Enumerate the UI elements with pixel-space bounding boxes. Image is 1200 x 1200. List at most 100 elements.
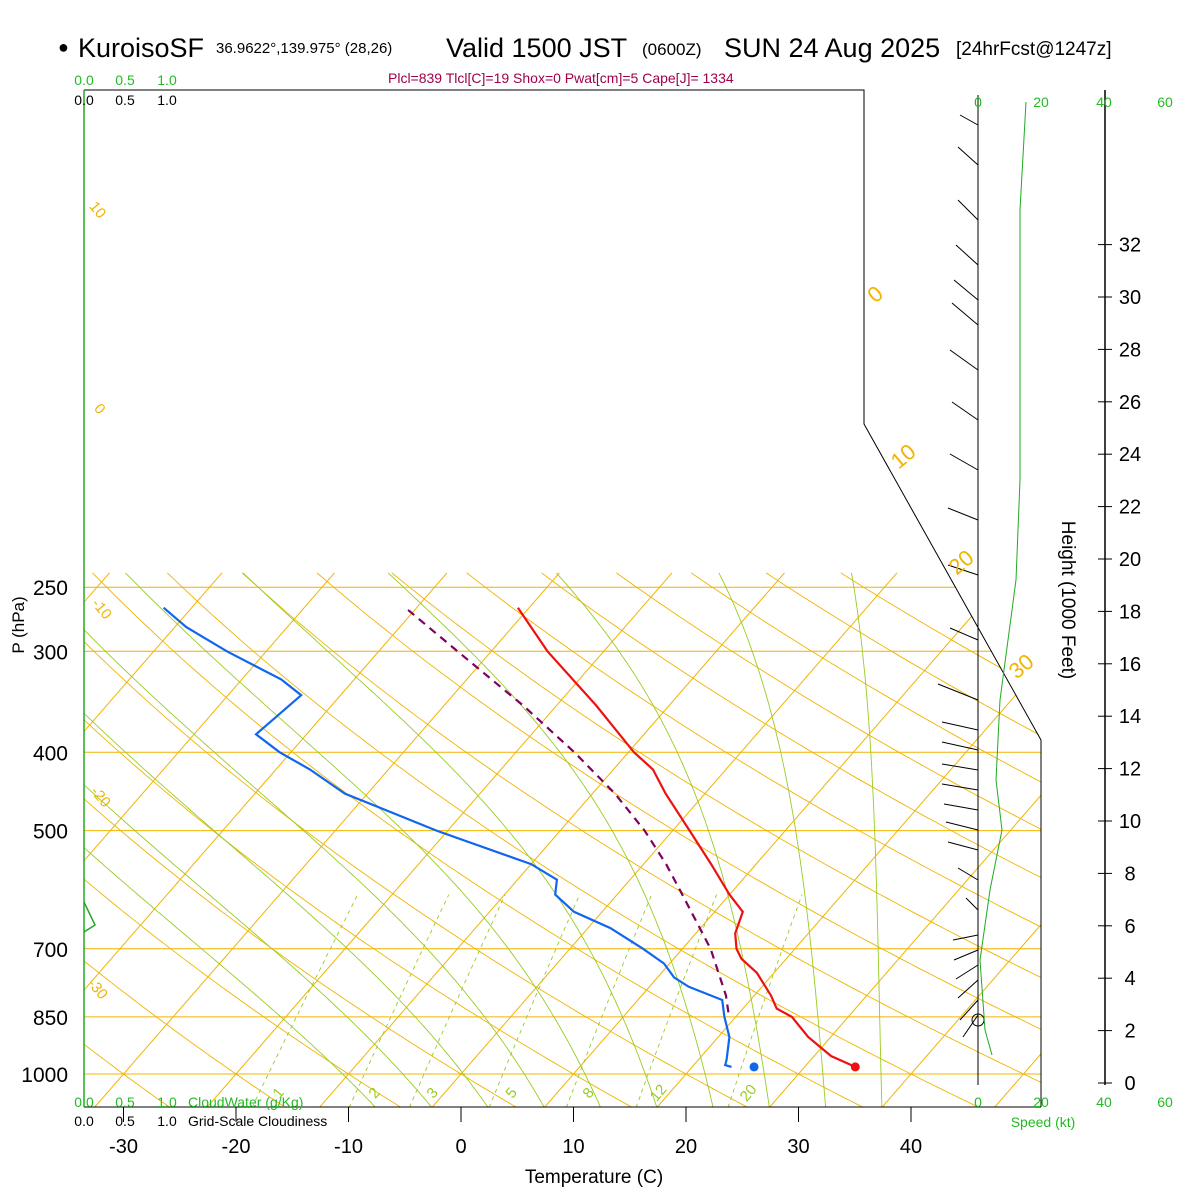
wind-barb	[947, 564, 979, 576]
forecast-info: [24hrFcst@1247z]	[956, 39, 1112, 60]
pressure-axis-title: P (hPa)	[9, 596, 28, 653]
isotherm-line	[94, 572, 560, 1107]
speed-scale-bottom: 20	[1033, 1094, 1049, 1110]
dry-adiabat-line	[391, 572, 1041, 1107]
wind-barb	[953, 279, 979, 301]
isotherm-line	[206, 572, 673, 1107]
dry-adiabat-line	[541, 572, 1041, 1107]
isotherm-label: 20	[944, 545, 979, 580]
height-axis-title: Height (1000 Feet)	[1057, 521, 1078, 679]
dry-adiabat-line	[316, 572, 1041, 1107]
dry-adiabat-label: 0	[90, 400, 108, 417]
temperature-tick-label: -10	[334, 1136, 363, 1158]
dry-adiabat-line	[166, 572, 980, 1107]
height-tick-label: 22	[1119, 497, 1141, 519]
dry-adiabat-line	[84, 572, 517, 1107]
cloud-scale-bottom-green: 0.5	[115, 1094, 135, 1110]
isotherm-line	[84, 572, 223, 1107]
moist-adiabat-line	[84, 572, 433, 1107]
mixing-ratio-line	[727, 894, 803, 1107]
height-tick-label: 0	[1124, 1073, 1135, 1095]
wind-barb	[959, 999, 979, 1021]
valid-date: SUN 24 Aug 2025	[724, 33, 941, 63]
plot-border	[84, 89, 1042, 1107]
surface-temperature-point	[850, 1062, 860, 1072]
height-tick-label: 20	[1119, 549, 1141, 571]
cloud-scale-top-black: 0.5	[115, 92, 135, 108]
isotherm-label: 10	[886, 439, 921, 474]
wind-barb	[941, 763, 979, 771]
wind-barb	[951, 302, 979, 326]
pressure-label: 500	[33, 821, 68, 844]
moist-adiabat-line	[387, 572, 714, 1107]
moist-adiabat-line	[851, 572, 883, 1107]
wind-barb	[941, 741, 979, 751]
pressure-label: 400	[33, 742, 68, 765]
wind-barb	[949, 349, 979, 371]
moist-adiabat-line	[84, 572, 489, 1107]
height-tick-label: 28	[1119, 339, 1141, 361]
background-lines	[84, 572, 1041, 1107]
moist-adiabat-line	[125, 572, 602, 1107]
cloud-scale-top-black: 0.0	[74, 92, 94, 108]
speed-scale-bottom: 0	[974, 1094, 982, 1110]
height-tick-label: 18	[1119, 601, 1141, 623]
dry-adiabat-label: -10	[88, 595, 115, 623]
dry-adiabat-line	[92, 572, 864, 1107]
mixing-ratio-line	[408, 894, 506, 1107]
wind-barb	[957, 146, 979, 166]
dry-adiabat-line	[466, 572, 1041, 1107]
wind-barb	[951, 401, 979, 421]
speed-scale-top: 0	[974, 94, 982, 110]
wind-barb	[949, 627, 979, 641]
temperature-line	[516, 607, 856, 1068]
wind-barb	[957, 867, 979, 881]
isotherm-line	[319, 572, 785, 1107]
wind-barb	[965, 897, 979, 911]
sounding-profiles	[162, 606, 860, 1072]
height-tick-label: 6	[1124, 916, 1135, 938]
wind-barb	[945, 821, 979, 831]
title-bullet-icon: ●	[58, 37, 69, 57]
moist-adiabat-line	[84, 572, 545, 1107]
isotherm-line	[656, 572, 1041, 1107]
wind-barb	[941, 721, 979, 731]
isotherm-line	[881, 572, 1041, 1107]
pressure-label: 850	[33, 1007, 68, 1030]
dry-adiabat-line	[241, 572, 1041, 1107]
wind-speed-profile	[979, 101, 1027, 1056]
speed-scale-bottom: 40	[1096, 1094, 1112, 1110]
height-tick-label: 8	[1124, 863, 1135, 885]
dry-adiabat-label: -20	[87, 783, 114, 811]
height-tick-label: 26	[1119, 392, 1141, 414]
wind-barb	[949, 453, 979, 471]
temperature-tick-label: 30	[787, 1136, 809, 1158]
wind-barb	[941, 783, 979, 791]
temperature-tick-label: 40	[900, 1136, 922, 1158]
height-tick-label: 10	[1119, 811, 1141, 833]
wind-barb	[957, 199, 979, 221]
cloud-scale-bottom-black: 1.0	[157, 1113, 177, 1129]
wind-barb	[947, 841, 979, 851]
mixing-ratio-line	[635, 894, 718, 1107]
wind-barb	[957, 979, 979, 999]
wind-barb	[937, 683, 979, 701]
isotherm-line	[431, 572, 898, 1107]
mixing-ratio-label: 12	[647, 1081, 671, 1105]
dry-adiabat-line	[690, 572, 1041, 1107]
dry-adiabat-label: 10	[86, 198, 110, 222]
cloud-scale-top-black: 1.0	[157, 92, 177, 108]
cloud-scale-bottom-black: 0.0	[74, 1113, 94, 1129]
moist-adiabat-line	[718, 572, 827, 1107]
speed-scale-top: 40	[1096, 94, 1112, 110]
temperature-tick-label: -20	[222, 1136, 251, 1158]
speed-axis-title: Speed (kt)	[1011, 1114, 1076, 1130]
pressure-label: 300	[33, 641, 68, 664]
height-tick-label: 30	[1119, 287, 1141, 309]
cloud-scale-top-green: 0.0	[74, 72, 94, 88]
moist-adiabat-line	[555, 572, 770, 1107]
site-name: KuroisoSF	[78, 33, 205, 63]
cloud-scale-top-green: 0.5	[115, 72, 135, 88]
